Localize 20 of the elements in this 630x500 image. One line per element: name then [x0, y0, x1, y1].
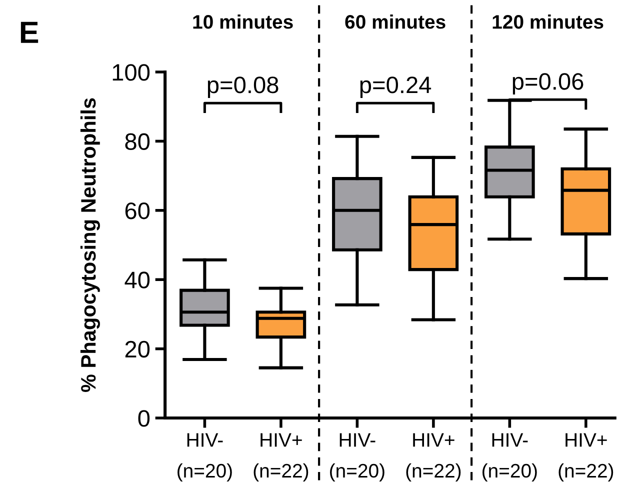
annotation: p=0.24: [360, 76, 432, 98]
annotation: p=0.08: [208, 76, 278, 98]
y-axis-title: % Phagocytosing Neutrophils: [80, 98, 100, 392]
x-tick-label: HIV+ (n=22): [558, 433, 614, 482]
annotation: p=0.06: [512, 73, 584, 94]
y-tick-label: 40: [124, 272, 150, 288]
y-tick-label: 0: [138, 410, 150, 427]
x-tick-label: HIV+ (n=22): [406, 433, 461, 482]
y-tick-label: 20: [125, 340, 150, 358]
x-tick-label: HIV+ (n=22): [254, 433, 308, 482]
text: 120 minutes: [492, 14, 604, 29]
x-tick-label: HIV- (n=20): [178, 433, 232, 482]
x-tick-label: HIV- (n=20): [330, 433, 384, 482]
x-tick-label: HIV- (n=20): [482, 433, 537, 482]
text: 10 minutes: [193, 14, 293, 29]
text: 60 minutes: [345, 14, 446, 29]
text: E: [20, 22, 38, 43]
y-tick-label: 60: [125, 202, 150, 220]
y-tick-label: 80: [125, 133, 150, 150]
y-tick-label: 100: [112, 64, 150, 81]
